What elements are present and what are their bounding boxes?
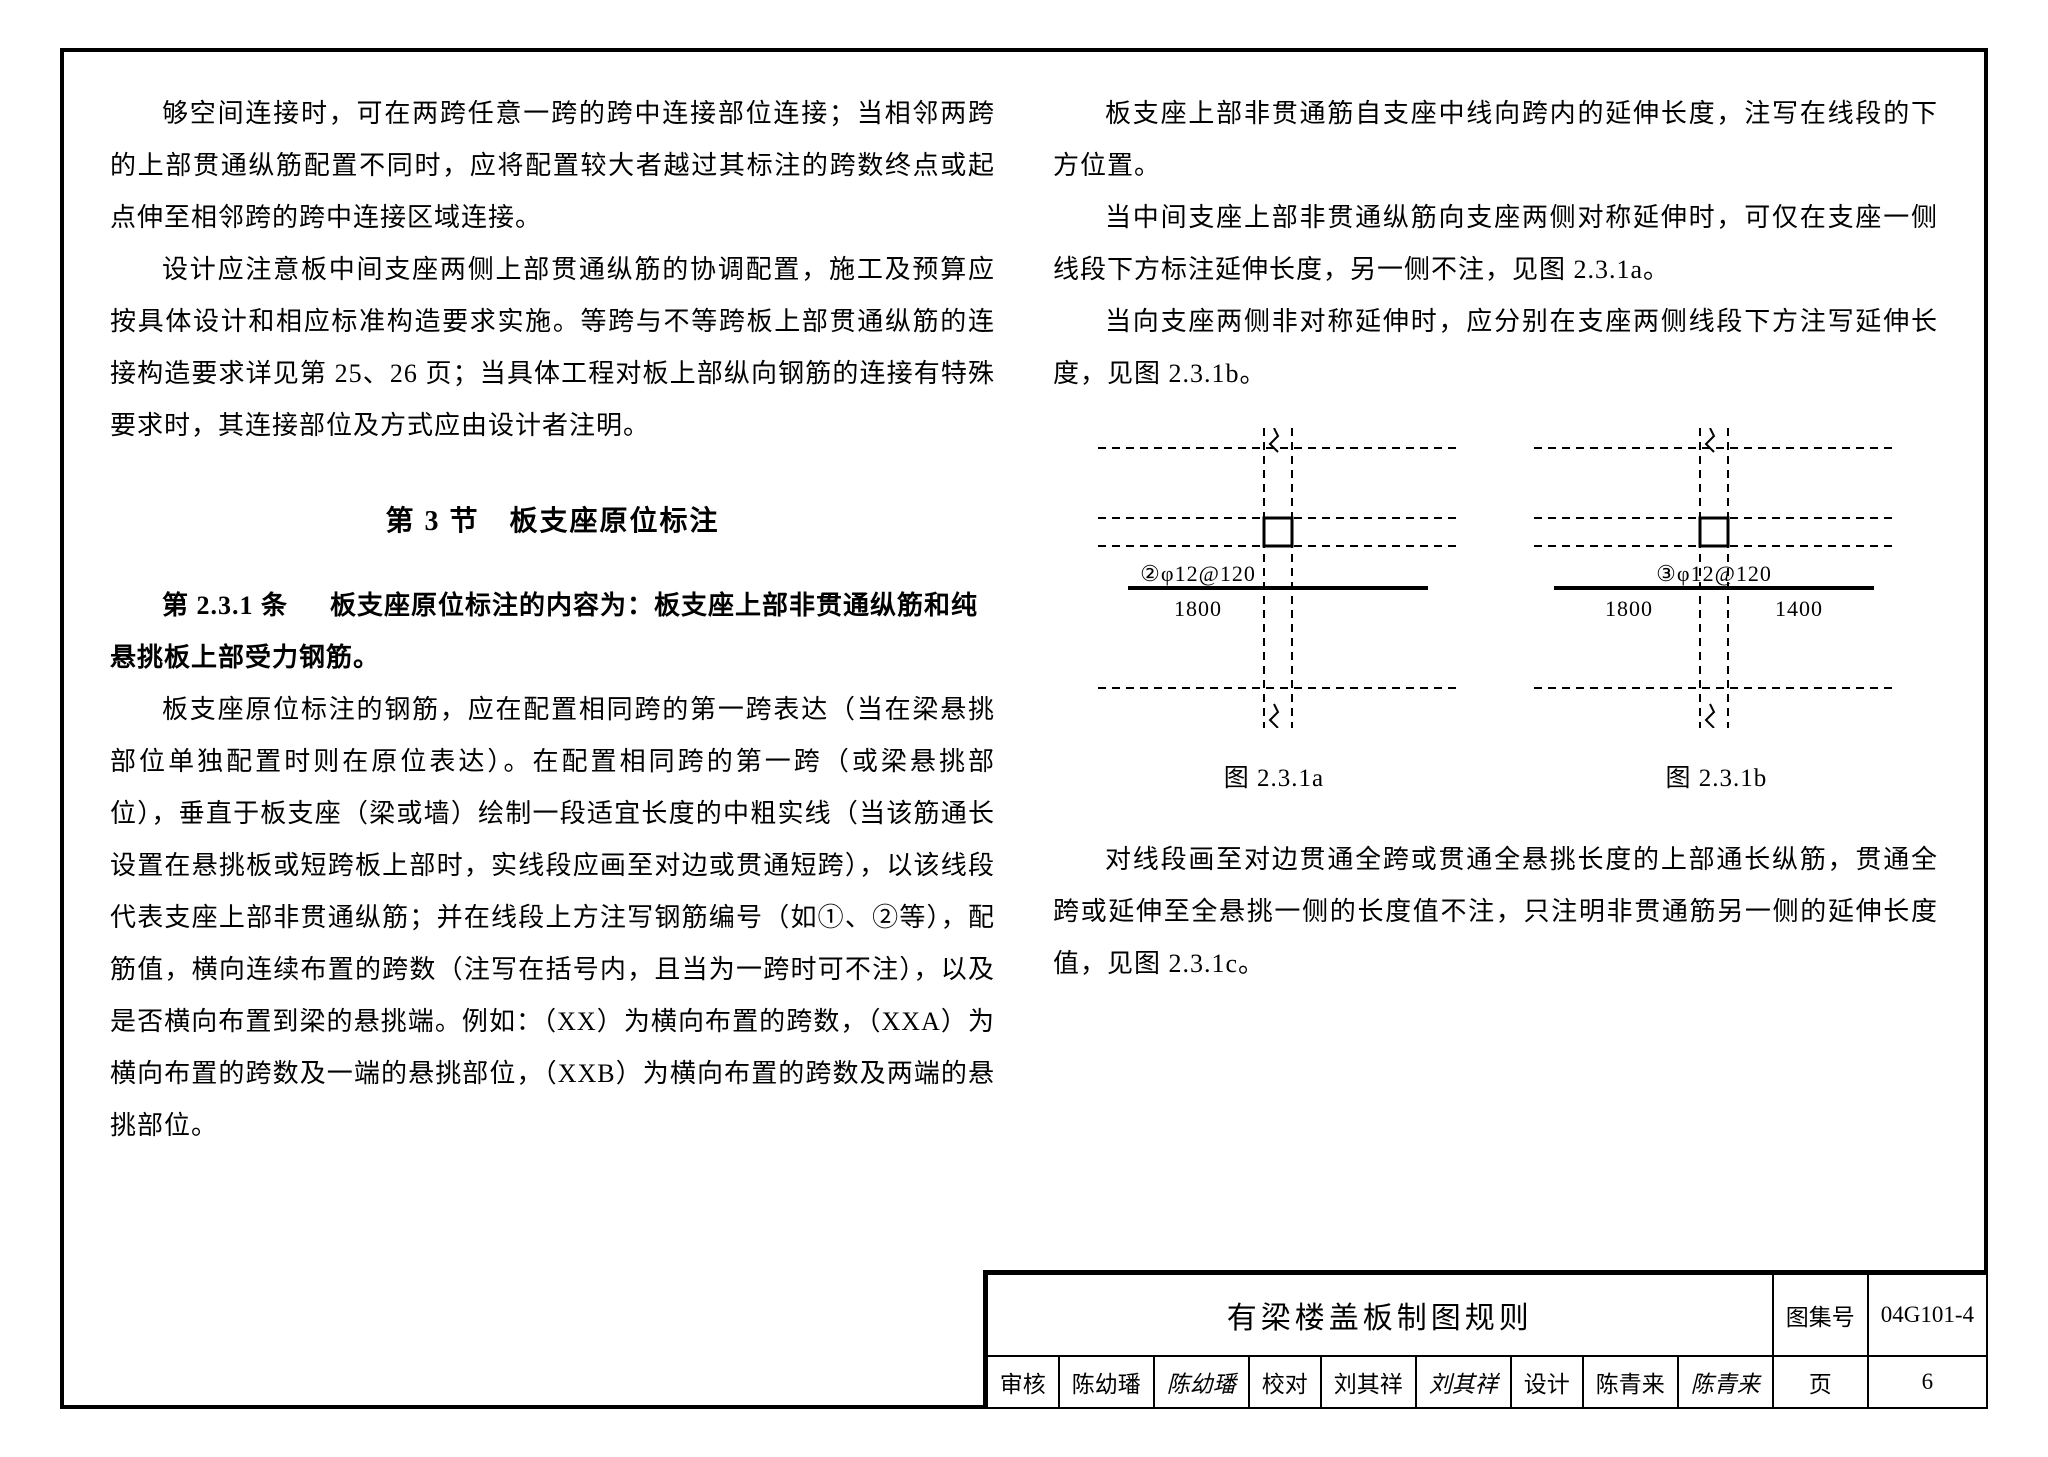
check-signature: 刘其祥: [1416, 1356, 1511, 1408]
left-para-3: 板支座原位标注的钢筋，应在配置相同跨的第一跨表达（当在梁悬挑部位单独配置时则在原…: [110, 684, 995, 1152]
right-column: 板支座上部非贯通筋自支座中线向跨内的延伸长度，注写在线段的下方位置。 当中间支座…: [1053, 84, 1938, 1405]
figure-captions: 图 2.3.1a 图 2.3.1b: [1053, 754, 1938, 804]
right-para-2: 当中间支座上部非贯通纵筋向支座两侧对称延伸时，可仅在支座一侧线段下方标注延伸长度…: [1053, 192, 1938, 296]
right-para-3: 当向支座两侧非对称延伸时，应分别在支座两侧线段下方注写延伸长度，见图 2.3.1…: [1053, 296, 1938, 400]
figure-2-3-1b: ③φ12@120 1800 1400: [1514, 428, 1914, 728]
page-number: 6: [1868, 1356, 1987, 1408]
figure-2-3-1a-svg: ②φ12@120 1800: [1078, 428, 1478, 728]
diagram-row: ②φ12@120 1800 ③φ12@120: [1053, 428, 1938, 728]
fig-a-bot-label: 1800: [1174, 596, 1222, 621]
left-para-2: 设计应注意板中间支座两侧上部贯通纵筋的协调配置，施工及预算应按具体设计和相应标准…: [110, 244, 995, 452]
right-para-4: 对线段画至对边贯通全跨或贯通全悬挑长度的上部通长纵筋，贯通全跨或延伸至全悬挑一侧…: [1053, 834, 1938, 990]
fig-a-top-label: ②φ12@120: [1140, 561, 1256, 586]
review-label: 审核: [987, 1356, 1059, 1408]
design-label: 设计: [1511, 1356, 1583, 1408]
atlas-number: 04G101-4: [1868, 1274, 1987, 1356]
left-para-1: 够空间连接时，可在两跨任意一跨的跨中连接部位连接；当相邻两跨的上部贯通纵筋配置不…: [110, 88, 995, 244]
clause-2-3-1: 第 2.3.1 条 板支座原位标注的内容为：板支座上部非贯通纵筋和纯悬挑板上部受…: [110, 580, 995, 684]
fig-b-bot-left: 1800: [1605, 596, 1653, 621]
check-name: 刘其祥: [1321, 1356, 1416, 1408]
design-name: 陈青来: [1583, 1356, 1678, 1408]
fig-a-caption: 图 2.3.1a: [1224, 754, 1324, 804]
review-name: 陈幼璠: [1059, 1356, 1154, 1408]
right-para-1: 板支座上部非贯通筋自支座中线向跨内的延伸长度，注写在线段的下方位置。: [1053, 88, 1938, 192]
fig-b-caption: 图 2.3.1b: [1666, 754, 1768, 804]
design-signature: 陈青来: [1678, 1356, 1773, 1408]
figure-2-3-1a: ②φ12@120 1800: [1078, 428, 1478, 728]
clause-number: 第 2.3.1 条: [162, 591, 288, 620]
check-label: 校对: [1249, 1356, 1321, 1408]
review-signature: 陈幼璠: [1154, 1356, 1249, 1408]
fig-b-bot-right: 1400: [1775, 596, 1823, 621]
section-3-title: 第 3 节 板支座原位标注: [110, 494, 995, 550]
title-block: 有梁楼盖板制图规则 图集号 04G101-4 审核 陈幼璠 陈幼璠 校对 刘其祥…: [983, 1270, 1988, 1409]
atlas-label: 图集号: [1773, 1274, 1868, 1356]
left-column: 够空间连接时，可在两跨任意一跨的跨中连接部位连接；当相邻两跨的上部贯通纵筋配置不…: [110, 84, 995, 1405]
page-frame: 够空间连接时，可在两跨任意一跨的跨中连接部位连接；当相邻两跨的上部贯通纵筋配置不…: [60, 48, 1988, 1409]
figure-2-3-1b-svg: ③φ12@120 1800 1400: [1514, 428, 1914, 728]
page-label: 页: [1773, 1356, 1868, 1408]
fig-b-top-label: ③φ12@120: [1656, 561, 1772, 586]
drawing-title: 有梁楼盖板制图规则: [987, 1274, 1773, 1356]
